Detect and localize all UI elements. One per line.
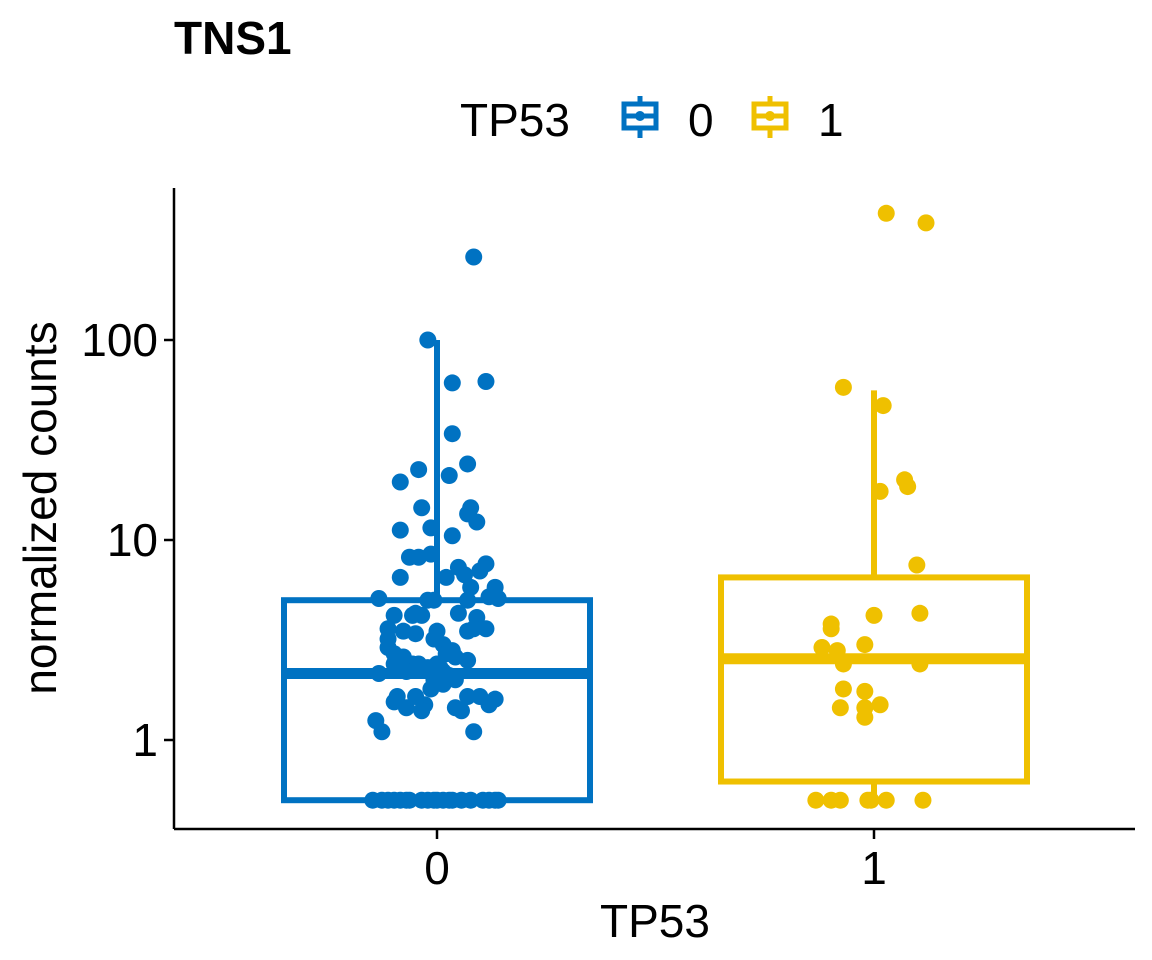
data-point [471, 562, 489, 580]
data-point [834, 680, 852, 698]
x-tick-label: 1 [861, 842, 887, 894]
data-point [391, 473, 409, 491]
data-point [865, 606, 883, 624]
data-point [425, 591, 443, 609]
x-tick-label: 0 [424, 842, 450, 894]
box-1 [718, 574, 1030, 785]
data-point [862, 791, 880, 809]
data-point [899, 478, 917, 496]
data-point [465, 723, 483, 741]
data-point [391, 521, 409, 539]
data-point [413, 499, 431, 517]
data-point [871, 482, 889, 500]
data-point [465, 248, 483, 266]
legend-key-0 [621, 96, 659, 138]
data-point [440, 467, 458, 485]
data-point [917, 214, 935, 232]
data-point [452, 702, 470, 720]
legend-label-0: 0 [688, 94, 714, 146]
y-axis-title: normalized counts [14, 321, 66, 694]
legend-key-1 [751, 96, 789, 138]
data-point [385, 606, 403, 624]
data-point [911, 604, 929, 622]
data-point [468, 513, 486, 531]
data-point [462, 791, 480, 809]
data-point [914, 791, 932, 809]
data-point [908, 556, 926, 574]
chart-title: TNS1 [174, 12, 292, 64]
data-point [856, 682, 874, 700]
data-point [831, 791, 849, 809]
data-point [871, 696, 889, 714]
data-point [397, 699, 415, 717]
data-point [437, 568, 455, 586]
data-point [422, 545, 440, 563]
data-point [874, 397, 892, 415]
data-point [459, 455, 477, 473]
data-point [465, 620, 483, 638]
data-point [419, 331, 437, 349]
legend-title: TP53 [460, 94, 570, 146]
box-group-1 [718, 204, 1030, 809]
data-point [877, 791, 895, 809]
data-point [443, 425, 461, 443]
box-group-0 [281, 248, 593, 809]
data-point [391, 568, 409, 586]
legend-label-1: 1 [818, 94, 844, 146]
data-point [477, 373, 495, 391]
y-tick-label: 100 [81, 314, 158, 366]
data-point [459, 591, 477, 609]
data-point [834, 378, 852, 396]
data-point [404, 606, 422, 624]
data-point [856, 636, 874, 654]
data-point [856, 708, 874, 726]
data-point [373, 723, 391, 741]
data-point [480, 696, 498, 714]
data-point [443, 527, 461, 545]
data-point [413, 702, 431, 720]
data-point [422, 519, 440, 537]
data-point [459, 688, 477, 706]
data-point [489, 791, 507, 809]
legend: TP53 0 1 [460, 94, 844, 146]
y-tick-label: 1 [132, 714, 158, 766]
data-point [822, 620, 840, 638]
plot-area [281, 204, 1030, 809]
data-point [400, 791, 418, 809]
data-point [443, 374, 461, 392]
data-point [370, 589, 388, 607]
data-point [877, 204, 895, 222]
data-point [462, 578, 480, 596]
data-point [449, 604, 467, 622]
y-tick-label: 10 [107, 514, 158, 566]
x-axis-title: TP53 [600, 895, 710, 947]
data-point [813, 639, 831, 657]
data-point [807, 791, 825, 809]
data-point [831, 699, 849, 717]
y-axis-ticks: 1 10 100 [81, 314, 174, 766]
data-point [477, 620, 495, 638]
data-point [459, 651, 477, 669]
data-point [410, 461, 428, 479]
data-point [407, 625, 425, 643]
data-point [489, 589, 507, 607]
